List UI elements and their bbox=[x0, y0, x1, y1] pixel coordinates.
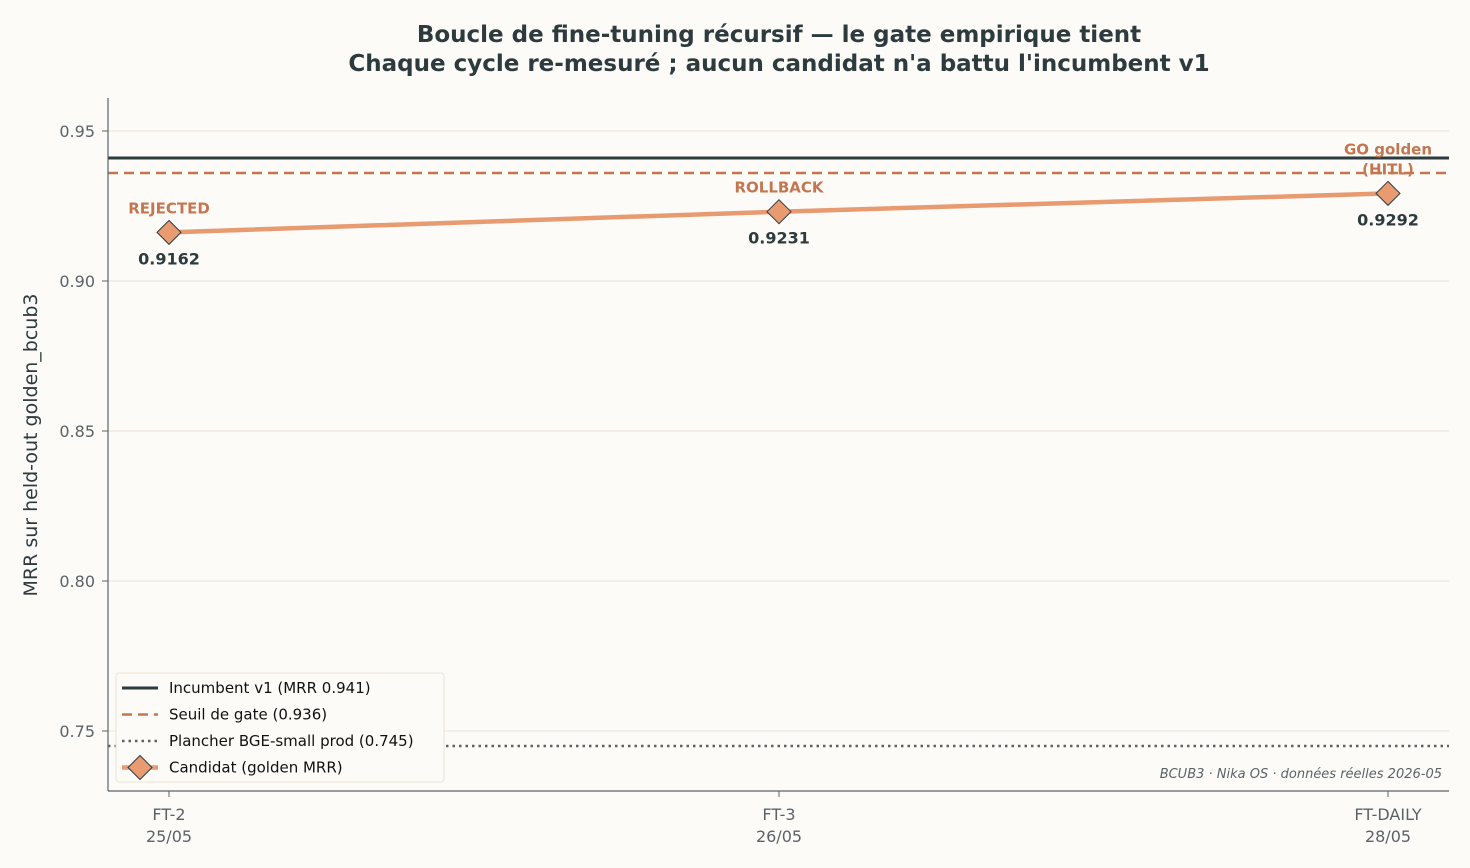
y-ticks: 0.75 0.80 0.85 0.90 0.95 bbox=[59, 122, 108, 741]
y-tick-label: 0.95 bbox=[59, 122, 95, 141]
x-tick-label: FT-3 bbox=[762, 805, 795, 824]
y-tick-label: 0.90 bbox=[59, 272, 95, 291]
chart-title: Boucle de fine-tuning récursif — le gate… bbox=[417, 22, 1141, 48]
x-tick-label: FT-2 bbox=[152, 805, 185, 824]
legend-swatch-marker bbox=[127, 754, 153, 781]
status-label: ROLLBACK bbox=[734, 179, 824, 197]
series-candidat: 0.9162 REJECTED 0.9231 ROLLBACK 0.9292 GO gol… bbox=[128, 140, 1432, 268]
y-tick-label: 0.75 bbox=[59, 722, 95, 741]
data-point-marker bbox=[766, 198, 792, 225]
status-label: (HITL) bbox=[1362, 160, 1414, 178]
grid-lines bbox=[108, 130, 1449, 732]
data-point-marker bbox=[1375, 180, 1401, 207]
chart-subtitle: Chaque cycle re-mesuré ; aucun candidat … bbox=[348, 51, 1209, 77]
legend-label: Incumbent v1 (MRR 0.941) bbox=[169, 679, 371, 697]
footnote: BCUB3 · Nika OS · données réelles 2026-0… bbox=[1160, 767, 1442, 782]
y-axis-label: MRR sur held-out golden_bcub3 bbox=[20, 293, 42, 596]
x-tick-date: 28/05 bbox=[1365, 827, 1411, 846]
x-tick-date: 25/05 bbox=[146, 827, 192, 846]
x-tick-date: 26/05 bbox=[756, 827, 802, 846]
legend-box bbox=[115, 672, 445, 783]
x-tick-label: FT-DAILY bbox=[1354, 805, 1421, 824]
data-value-label: 0.9292 bbox=[1357, 210, 1419, 229]
y-tick-label: 0.80 bbox=[59, 572, 95, 591]
legend-label: Plancher BGE-small prod (0.745) bbox=[169, 732, 414, 750]
x-ticks: FT-2 25/05 FT-3 26/05 FT-DAILY 28/05 bbox=[146, 791, 1422, 846]
y-tick-label: 0.85 bbox=[59, 422, 95, 441]
status-label: GO golden bbox=[1344, 140, 1432, 158]
legend-label: Candidat (golden MRR) bbox=[169, 759, 343, 777]
data-value-label: 0.9162 bbox=[138, 249, 200, 268]
status-label: REJECTED bbox=[128, 199, 210, 217]
data-value-label: 0.9231 bbox=[748, 229, 810, 248]
legend-label: Seuil de gate (0.936) bbox=[169, 706, 327, 724]
data-point-marker bbox=[156, 219, 182, 246]
legend: Incumbent v1 (MRR 0.941) Seuil de gate (0… bbox=[115, 672, 445, 783]
